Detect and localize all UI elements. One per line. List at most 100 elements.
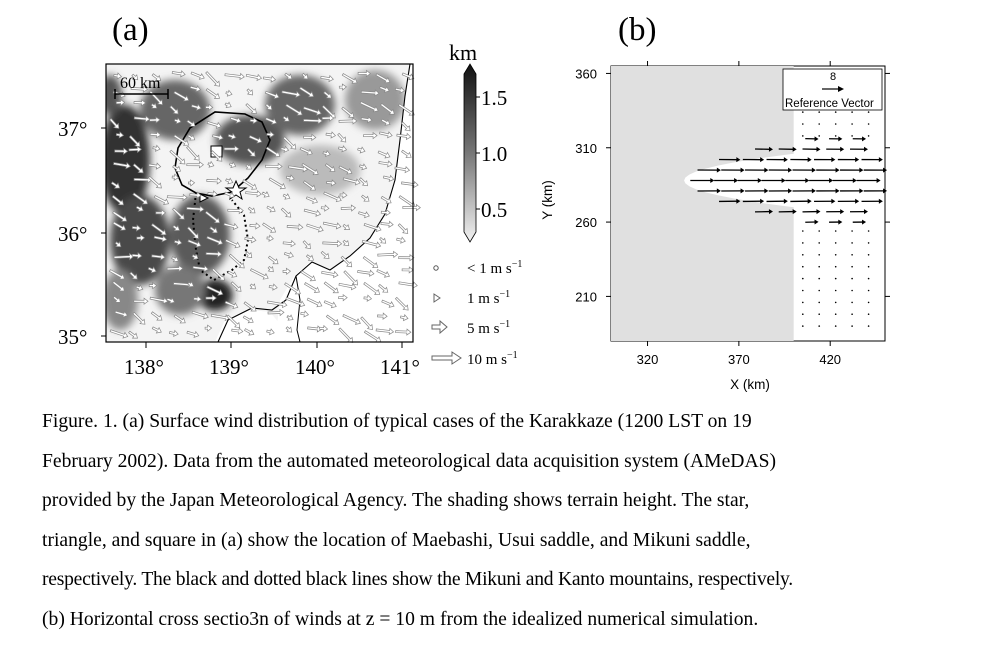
wind-arrow xyxy=(377,150,391,159)
wind-arrow xyxy=(189,191,202,199)
wind-vector xyxy=(867,230,870,232)
wind-vector xyxy=(863,188,888,194)
wind-arrow xyxy=(285,103,303,116)
reference-vector-value: 8 xyxy=(830,71,836,83)
wind-arrow xyxy=(359,101,379,113)
wind-vector xyxy=(840,167,864,173)
wind-legend: < 1 m s−1 1 m s−1 5 m s−1 10 m s−1 xyxy=(431,259,522,368)
wind-arrow xyxy=(206,285,224,296)
wind-arrow xyxy=(150,311,163,321)
wind-arrow xyxy=(249,222,261,230)
wind-arrow xyxy=(228,161,237,169)
wind-vector xyxy=(834,313,837,315)
wind-vector xyxy=(863,167,888,173)
wind-arrow xyxy=(242,179,258,190)
wind-arrow xyxy=(267,265,274,273)
wind-arrow xyxy=(400,121,411,132)
wind-arrow xyxy=(267,300,288,309)
wind-vector xyxy=(851,265,853,268)
wind-arrow xyxy=(204,324,213,332)
wind-arrow xyxy=(173,314,186,324)
wind-arrow xyxy=(224,191,235,199)
wind-arrow xyxy=(323,281,339,294)
wind-arrow xyxy=(397,223,409,234)
wind-vector xyxy=(837,198,860,204)
wind-arrow xyxy=(394,296,409,311)
wind-vector xyxy=(867,123,870,125)
reference-vector-box xyxy=(782,68,883,111)
wind-arrow xyxy=(267,308,285,317)
wind-arrow xyxy=(206,177,222,185)
lat-tick: 37° xyxy=(58,117,87,141)
wind-arrow xyxy=(112,280,125,292)
figure-caption: Figure. 1. (a) Surface wind distribution… xyxy=(42,402,960,639)
wind-arrow xyxy=(173,134,190,146)
wind-arrow xyxy=(337,132,347,143)
wind-arrow xyxy=(285,174,295,182)
wind-arrow xyxy=(132,311,146,325)
wind-vector xyxy=(792,167,816,173)
wind-arrow xyxy=(379,237,387,244)
wind-vector xyxy=(719,157,741,163)
wind-arrow xyxy=(149,296,169,305)
wind-arrow xyxy=(323,90,332,99)
wind-arrow xyxy=(206,121,222,129)
wind-arrow xyxy=(319,324,329,333)
wind-arrow xyxy=(133,115,151,123)
wind-arrow xyxy=(360,89,380,97)
wind-vector xyxy=(852,136,867,142)
wind-arrow xyxy=(363,294,373,302)
wind-vector xyxy=(834,289,837,292)
wind-arrow xyxy=(342,177,361,186)
wind-arrow xyxy=(401,149,412,158)
wind-vector xyxy=(850,146,868,152)
wind-arrow xyxy=(249,116,258,125)
wind-arrow xyxy=(186,330,200,338)
wind-arrow xyxy=(242,315,254,324)
wind-arrow xyxy=(247,206,256,214)
wind-arrow xyxy=(191,253,199,260)
plot-area xyxy=(610,65,886,342)
scale-bar-label: 60 km xyxy=(120,75,161,92)
wind-arrow xyxy=(284,72,293,80)
wind-arrow xyxy=(357,69,371,78)
wind-vector xyxy=(818,313,820,315)
wind-arrow xyxy=(262,75,277,83)
wind-arrow xyxy=(380,220,394,228)
y-tick-label: 360 xyxy=(575,66,597,81)
wind-arrow xyxy=(338,293,348,302)
wind-arrow xyxy=(168,329,179,337)
wind-arrow xyxy=(357,269,375,277)
wind-arrow xyxy=(191,310,209,320)
wind-arrow xyxy=(172,207,185,220)
wind-arrow xyxy=(131,252,143,260)
wind-vector xyxy=(814,157,836,163)
map-frame xyxy=(105,63,414,343)
wind-arrow xyxy=(360,316,373,330)
wind-arrow xyxy=(380,118,391,126)
wind-arrow xyxy=(128,145,142,154)
wind-arrow xyxy=(280,145,290,153)
wind-vector xyxy=(690,178,715,183)
wind-vector xyxy=(816,188,840,194)
wind-arrow xyxy=(265,146,281,158)
wind-arrow xyxy=(153,235,168,243)
wind-arrow xyxy=(225,238,241,249)
wind-vector xyxy=(850,209,868,215)
wind-vector xyxy=(867,111,870,113)
wind-vector xyxy=(745,188,769,194)
wind-arrow xyxy=(114,147,129,155)
wind-vector xyxy=(851,242,853,244)
wind-vector xyxy=(851,289,853,292)
wind-vector xyxy=(721,188,745,194)
wind-arrow xyxy=(342,239,350,246)
wind-arrow xyxy=(112,295,121,303)
wind-arrow xyxy=(302,180,316,191)
wind-vector xyxy=(834,254,837,256)
wind-vector xyxy=(818,265,820,268)
wind-vector xyxy=(802,230,804,232)
wind-vector xyxy=(802,301,804,304)
wind-arrow xyxy=(135,284,144,292)
wind-arrow xyxy=(266,130,275,139)
wind-arrow xyxy=(227,132,237,140)
